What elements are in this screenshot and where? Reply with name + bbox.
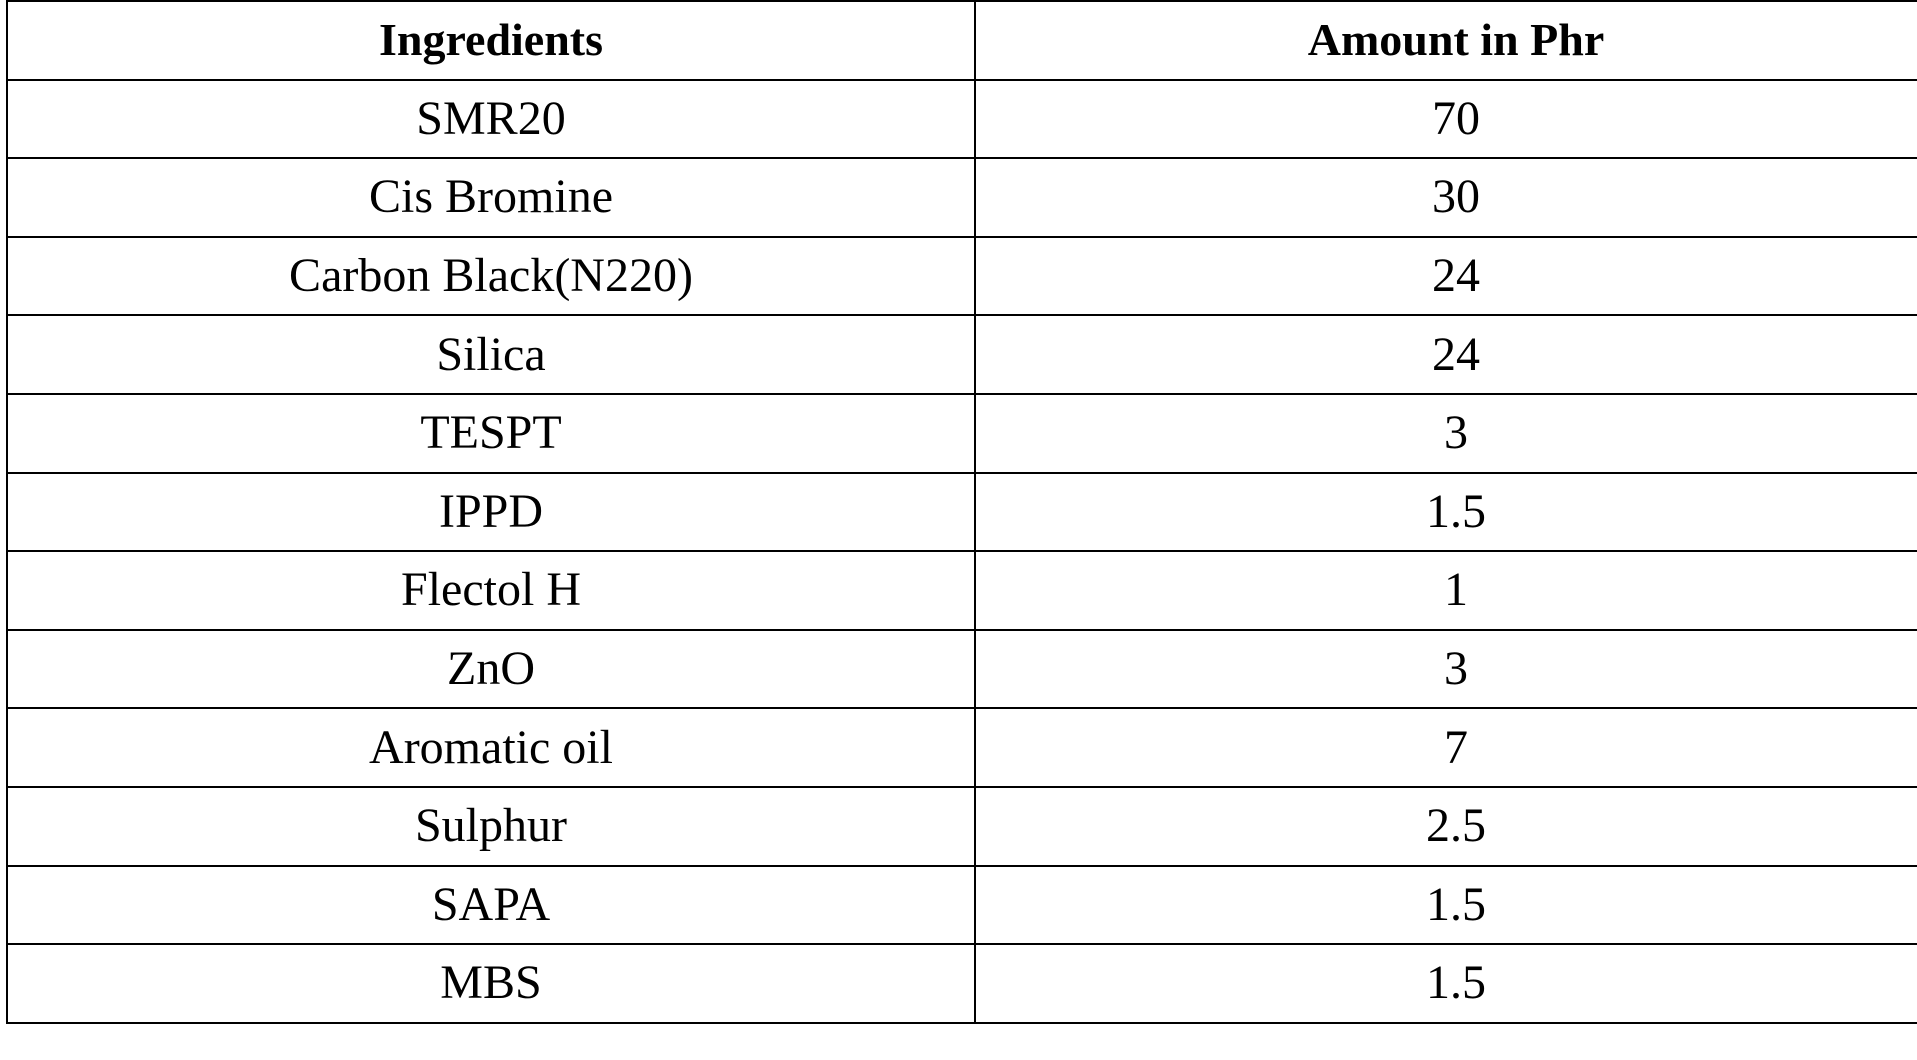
ingredient-cell: Carbon Black(N220) <box>6 235 976 317</box>
amount-cell: 24 <box>974 314 1917 395</box>
table-row: MBS 1.5 <box>6 943 1917 1024</box>
ingredient-cell: Sulphur <box>6 785 976 867</box>
header-ingredients: Ingredients <box>6 0 976 81</box>
ingredient-cell: IPPD <box>6 471 976 553</box>
amount-cell: 1.5 <box>974 864 1917 946</box>
table-row: Sulphur 2.5 <box>6 785 1917 867</box>
table-row: Aromatic oil 7 <box>6 707 1917 788</box>
ingredient-cell: MBS <box>6 943 976 1024</box>
table-row: Silica 24 <box>6 314 1917 395</box>
header-row: Ingredients Amount in Phr <box>6 0 1917 81</box>
table-row: SMR20 70 <box>6 78 1917 160</box>
ingredient-cell: Aromatic oil <box>6 707 976 788</box>
amount-cell: 1.5 <box>974 471 1917 553</box>
table-row: TESPT 3 <box>6 392 1917 474</box>
table-row: SAPA 1.5 <box>6 864 1917 946</box>
amount-cell: 70 <box>974 78 1917 160</box>
ingredient-cell: TESPT <box>6 392 976 474</box>
amount-cell: 3 <box>974 628 1917 710</box>
header-amount: Amount in Phr <box>974 0 1917 81</box>
amount-cell: 30 <box>974 157 1917 238</box>
ingredients-table: Ingredients Amount in Phr SMR20 70 Cis Bro… <box>6 0 1917 1024</box>
amount-cell: 7 <box>974 707 1917 788</box>
ingredient-cell: ZnO <box>6 628 976 710</box>
table-row: Cis Bromine 30 <box>6 157 1917 238</box>
ingredient-cell: Cis Bromine <box>6 157 976 238</box>
ingredient-cell: SMR20 <box>6 78 976 160</box>
amount-cell: 24 <box>974 235 1917 317</box>
amount-cell: 3 <box>974 392 1917 474</box>
table-row: ZnO 3 <box>6 628 1917 710</box>
amount-cell: 1.5 <box>974 943 1917 1024</box>
ingredient-cell: SAPA <box>6 864 976 946</box>
table-row: IPPD 1.5 <box>6 471 1917 553</box>
ingredient-cell: Silica <box>6 314 976 395</box>
amount-cell: 2.5 <box>974 785 1917 867</box>
table-row: Carbon Black(N220) 24 <box>6 235 1917 317</box>
ingredient-cell: Flectol H <box>6 550 976 631</box>
amount-cell: 1 <box>974 550 1917 631</box>
